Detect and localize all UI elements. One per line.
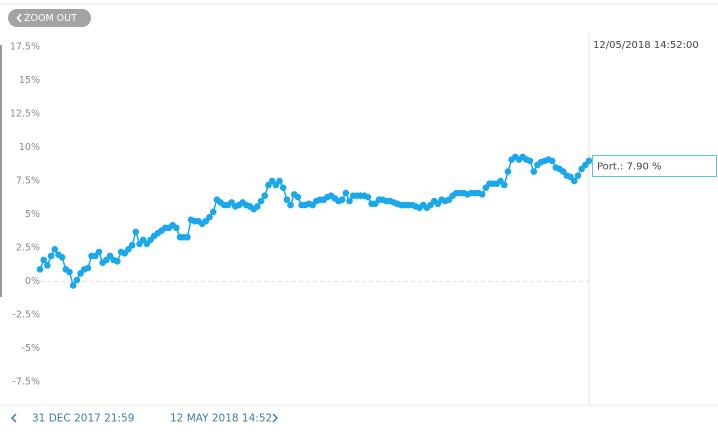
- point: [209, 208, 217, 216]
- series-line: [39, 155, 590, 288]
- range-start: 31 DEC 2017 21:59: [32, 413, 134, 425]
- button-bg: [8, 9, 91, 27]
- y-tick-label: 12.5%: [10, 109, 40, 120]
- chevron-icon: [16, 13, 22, 23]
- point: [51, 245, 59, 253]
- point: [44, 262, 51, 269]
- y-tick-label: -2.5%: [12, 309, 40, 320]
- point: [574, 172, 582, 179]
- point: [114, 258, 121, 265]
- tooltip-box: [592, 155, 717, 177]
- point: [254, 203, 261, 210]
- point: [279, 184, 287, 191]
- point: [364, 193, 372, 201]
- y-tick-label: 2.5%: [16, 242, 40, 253]
- point: [66, 268, 73, 276]
- point: [500, 181, 508, 189]
- y-tick-label: 5%: [25, 209, 40, 220]
- point: [73, 276, 81, 284]
- range-end: 12 MAY 2018 14:52: [170, 413, 272, 425]
- y-tick-label: -5%: [22, 343, 41, 354]
- point: [548, 157, 556, 165]
- point: [36, 266, 44, 273]
- point: [173, 224, 180, 232]
- zoom-out-button[interactable]: ZOOM OUT: [8, 9, 91, 27]
- point: [257, 197, 265, 205]
- point: [132, 228, 140, 236]
- tooltip-text: Port.: 7.90 %: [597, 162, 662, 173]
- next-arrow[interactable]: [272, 413, 279, 423]
- y-tick-label: 10%: [19, 142, 40, 153]
- point: [84, 264, 92, 272]
- side-bar: [0, 45, 2, 297]
- point: [206, 213, 213, 221]
- point: [69, 282, 77, 289]
- y-tick-label: -7.5%: [12, 376, 40, 387]
- point: [338, 196, 346, 204]
- y-tick-label: 17.5%: [10, 42, 40, 53]
- point: [478, 191, 486, 198]
- point: [287, 201, 294, 209]
- prev-arrow[interactable]: [10, 413, 17, 423]
- point: [261, 192, 269, 200]
- point: [346, 197, 353, 205]
- point: [530, 168, 538, 175]
- y-tick-label: 15%: [19, 75, 40, 86]
- point: [276, 177, 283, 185]
- y-tick-label: 0%: [25, 276, 40, 287]
- point: [128, 241, 136, 249]
- point: [504, 168, 512, 175]
- point: [294, 193, 302, 201]
- crosshair-label: 12/05/2018 14:52:00: [593, 40, 699, 51]
- point: [342, 189, 350, 197]
- point: [95, 248, 103, 256]
- y-tick-label: 7.5%: [16, 175, 40, 186]
- point: [47, 252, 55, 260]
- point: [184, 233, 191, 241]
- point: [570, 177, 578, 185]
- point: [58, 254, 66, 261]
- point: [585, 157, 593, 165]
- button-label: ZOOM OUT: [24, 13, 77, 24]
- point: [40, 256, 47, 264]
- point: [283, 196, 291, 204]
- point: [526, 157, 534, 165]
